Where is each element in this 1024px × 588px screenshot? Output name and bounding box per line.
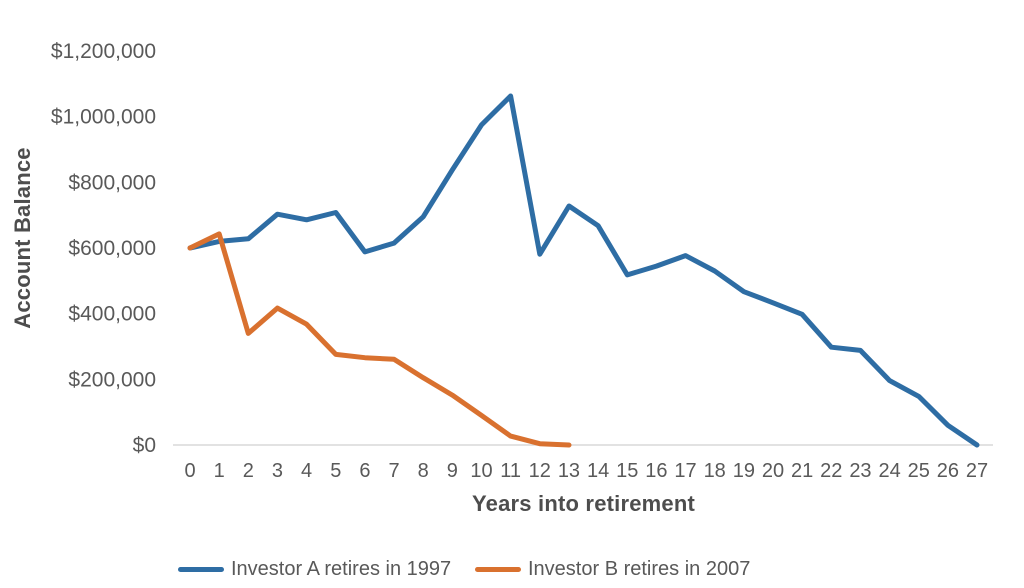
x-tick-label: 12 (529, 460, 551, 482)
x-tick-label: 10 (470, 460, 492, 482)
x-tick-label: 1 (214, 460, 225, 482)
legend-item-investor-a: Investor A retires in 1997 (178, 556, 451, 582)
x-tick-label: 17 (674, 460, 696, 482)
series-line-investor-a (187, 93, 980, 448)
x-tick-label: 19 (733, 460, 755, 482)
y-tick-label: $800,000 (68, 171, 156, 194)
legend-line-swatch-investor-b (475, 566, 521, 572)
x-tick-label: 25 (908, 460, 930, 482)
legend-item-investor-b: Investor B retires in 2007 (475, 556, 750, 582)
x-tick-label: 24 (878, 460, 900, 482)
legend-line-swatch-investor-a (178, 566, 224, 572)
y-tick-label: $1,000,000 (51, 106, 156, 129)
plot-area: $0 $200,000 $400,000 $600,000 $800,000 $1,000… (51, 40, 993, 482)
legend: Investor A retires in 1997 Investor B re… (0, 556, 1024, 582)
y-tick-label: $400,000 (68, 303, 156, 326)
x-tick-label: 22 (820, 460, 842, 482)
x-tick-label: 13 (558, 460, 580, 482)
x-tick-label: 9 (447, 460, 458, 482)
x-tick-label: 8 (418, 460, 429, 482)
y-tick-label: $1,200,000 (51, 40, 156, 63)
x-tick-label: 20 (762, 460, 784, 482)
x-tick-label: 6 (359, 460, 370, 482)
y-tick-label: $0 (133, 434, 156, 457)
x-tick-label: 15 (616, 460, 638, 482)
x-tick-label: 14 (587, 460, 609, 482)
x-tick-label: 27 (966, 460, 988, 482)
x-tick-label: 0 (184, 460, 195, 482)
x-tick-label: 18 (704, 460, 726, 482)
x-tick-label: 16 (645, 460, 667, 482)
legend-label-investor-a: Investor A retires in 1997 (231, 557, 452, 580)
y-tick-label: $200,000 (68, 368, 156, 391)
x-tick-label: 21 (791, 460, 813, 482)
x-tick-label: 4 (301, 460, 312, 482)
x-tick-label: 23 (849, 460, 871, 482)
x-tick-label: 2 (243, 460, 254, 482)
x-tick-label: 26 (937, 460, 959, 482)
y-tick-label: $600,000 (68, 237, 156, 260)
series-line-investor-b (187, 231, 572, 448)
legend-label-investor-b: Investor B retires in 2007 (528, 557, 751, 580)
x-tick-label: 7 (388, 460, 399, 482)
x-tick-label: 11 (500, 460, 521, 482)
x-tick-label: 3 (272, 460, 283, 482)
x-tick-label: 5 (330, 460, 341, 482)
y-axis-title: Account Balance (10, 147, 35, 329)
x-axis-title: Years into retirement (471, 491, 696, 516)
